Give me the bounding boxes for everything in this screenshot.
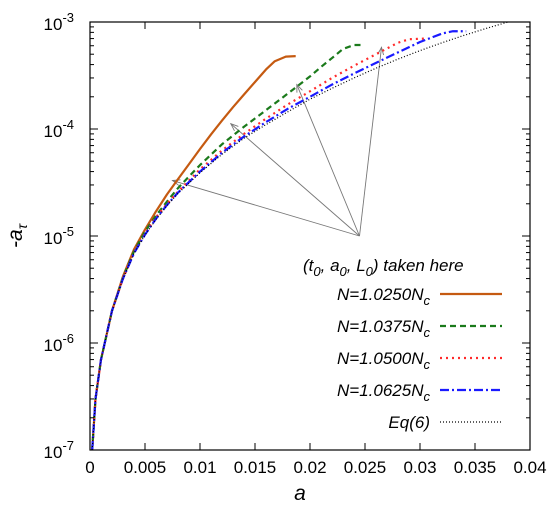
x-tick-label: 0.015 — [234, 458, 277, 477]
annotation-arrowhead — [229, 122, 239, 132]
x-tick-label: 0.03 — [403, 458, 436, 477]
y-tick-label: 10-7 — [44, 438, 74, 462]
y-tick-label-exp: -4 — [62, 117, 74, 132]
x-axis-title: a — [294, 482, 306, 505]
annotation-part-0-sub: 0 — [313, 264, 321, 279]
y-tick-label-base: 10 — [44, 336, 63, 355]
tick-layer — [89, 21, 531, 451]
series-line-0 — [91, 55, 296, 450]
annotation-arrow — [296, 84, 360, 237]
annotation-part-3: ) taken here — [371, 256, 464, 275]
legend-label-sub: c — [424, 325, 431, 340]
legend: N=1.0250NcN=1.0375NcN=1.0500NcN=1.0625Nc… — [337, 285, 502, 432]
annotation-arrow — [172, 180, 360, 237]
y-tick-label-exp: -6 — [62, 331, 74, 346]
x-tick-label: 0.01 — [183, 458, 216, 477]
legend-label-sub: c — [424, 293, 431, 308]
legend-box — [292, 245, 518, 440]
y-axis-title-sub: τ — [14, 223, 30, 229]
x-tick-label: 0.025 — [344, 458, 387, 477]
x-tick-label: 0.035 — [454, 458, 497, 477]
y-tick-label-base: 10 — [44, 15, 63, 34]
series-line-1 — [91, 43, 363, 450]
legend-label-sub: c — [424, 357, 431, 372]
annotation-part-1: , a — [321, 256, 340, 275]
annotation-arrowhead — [377, 46, 384, 56]
annotation-arrows — [171, 46, 384, 237]
y-tick-label: 10-5 — [44, 224, 74, 248]
y-tick-label-exp: -7 — [62, 438, 74, 453]
y-tick-label: 10-3 — [44, 10, 74, 34]
annotation-part-0: (t — [303, 256, 315, 275]
legend-label-0: N=1.0250Nc — [337, 285, 430, 308]
legend-label-4: Eq(6) — [388, 413, 430, 432]
x-tick-labels: 0 0.005 0.01 0.015 0.02 0.025 0.03 0.035 0.04 — [85, 458, 546, 477]
y-tick-label-exp: -5 — [62, 224, 74, 239]
legend-label-main: Eq(6) — [388, 413, 430, 432]
y-axis-title: -aτ — [4, 223, 30, 248]
legend-label-sub: c — [424, 389, 431, 404]
x-tick-label: 0.005 — [124, 458, 167, 477]
x-tick-label: 0.04 — [513, 458, 546, 477]
y-axis-title-main: -a — [4, 229, 27, 248]
x-tick-label: 0.02 — [293, 458, 326, 477]
annotation-arrow — [359, 47, 382, 237]
annotation-label: (t0, a0, L0) taken here — [303, 256, 464, 279]
annotation-part-2: , L — [347, 256, 366, 275]
series-line-3 — [91, 30, 467, 450]
annotation-part-2-sub: 0 — [366, 264, 374, 279]
y-tick-label: 10-6 — [44, 331, 74, 355]
legend-label-main: N=1.0625N — [337, 381, 424, 400]
y-tick-labels: 10-710-610-510-410-3 — [44, 10, 74, 462]
legend-label-2: N=1.0500Nc — [337, 349, 430, 372]
annotation-arrow — [230, 123, 360, 237]
legend-label-3: N=1.0625Nc — [337, 381, 430, 404]
legend-label-main: N=1.0375N — [337, 317, 424, 336]
y-tick-label-exp: -3 — [62, 10, 74, 25]
legend-label-1: N=1.0375Nc — [337, 317, 430, 340]
y-tick-label: 10-4 — [44, 117, 74, 141]
y-tick-label-base: 10 — [44, 443, 63, 462]
x-tick-label: 0 — [85, 458, 94, 477]
legend-label-main: N=1.0500N — [337, 349, 424, 368]
annotation-part-1-sub: 0 — [340, 264, 348, 279]
y-tick-label-base: 10 — [44, 229, 63, 248]
y-tick-label-base: 10 — [44, 122, 63, 141]
series-layer — [91, 22, 511, 450]
annotation-arrowhead — [296, 83, 303, 93]
series-line-4 — [91, 22, 511, 450]
legend-label-main: N=1.0250N — [337, 285, 424, 304]
